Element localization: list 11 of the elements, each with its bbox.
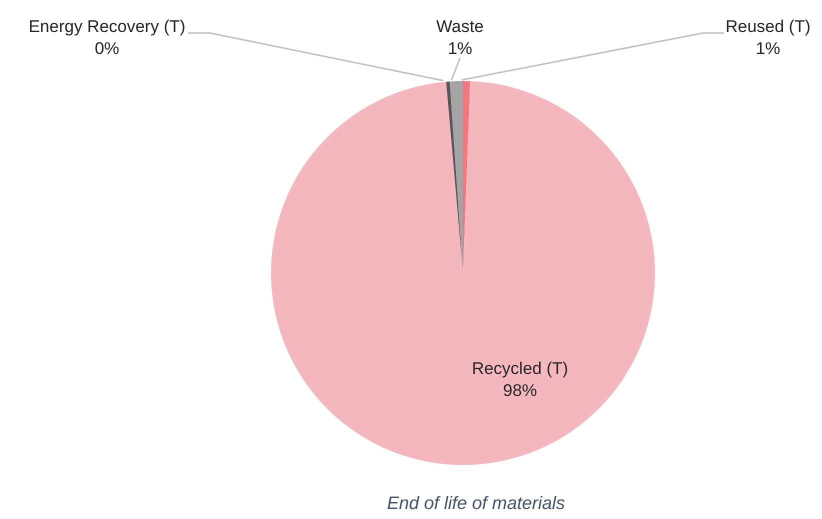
data-label: 0% bbox=[94, 39, 120, 58]
pie-slice bbox=[271, 81, 655, 465]
slice-label: Energy Recovery (T) bbox=[28, 17, 186, 36]
slice-label: Reused (T) bbox=[725, 17, 811, 36]
pie-slice bbox=[446, 81, 463, 273]
data-label: 1% bbox=[448, 39, 472, 58]
text: End of life of materials bbox=[386, 493, 566, 513]
data-label: 1% bbox=[756, 39, 780, 58]
slice-label: Recycled (T) bbox=[472, 359, 568, 378]
slice-label: Waste bbox=[436, 17, 484, 36]
data-label: 98% bbox=[502, 381, 538, 400]
